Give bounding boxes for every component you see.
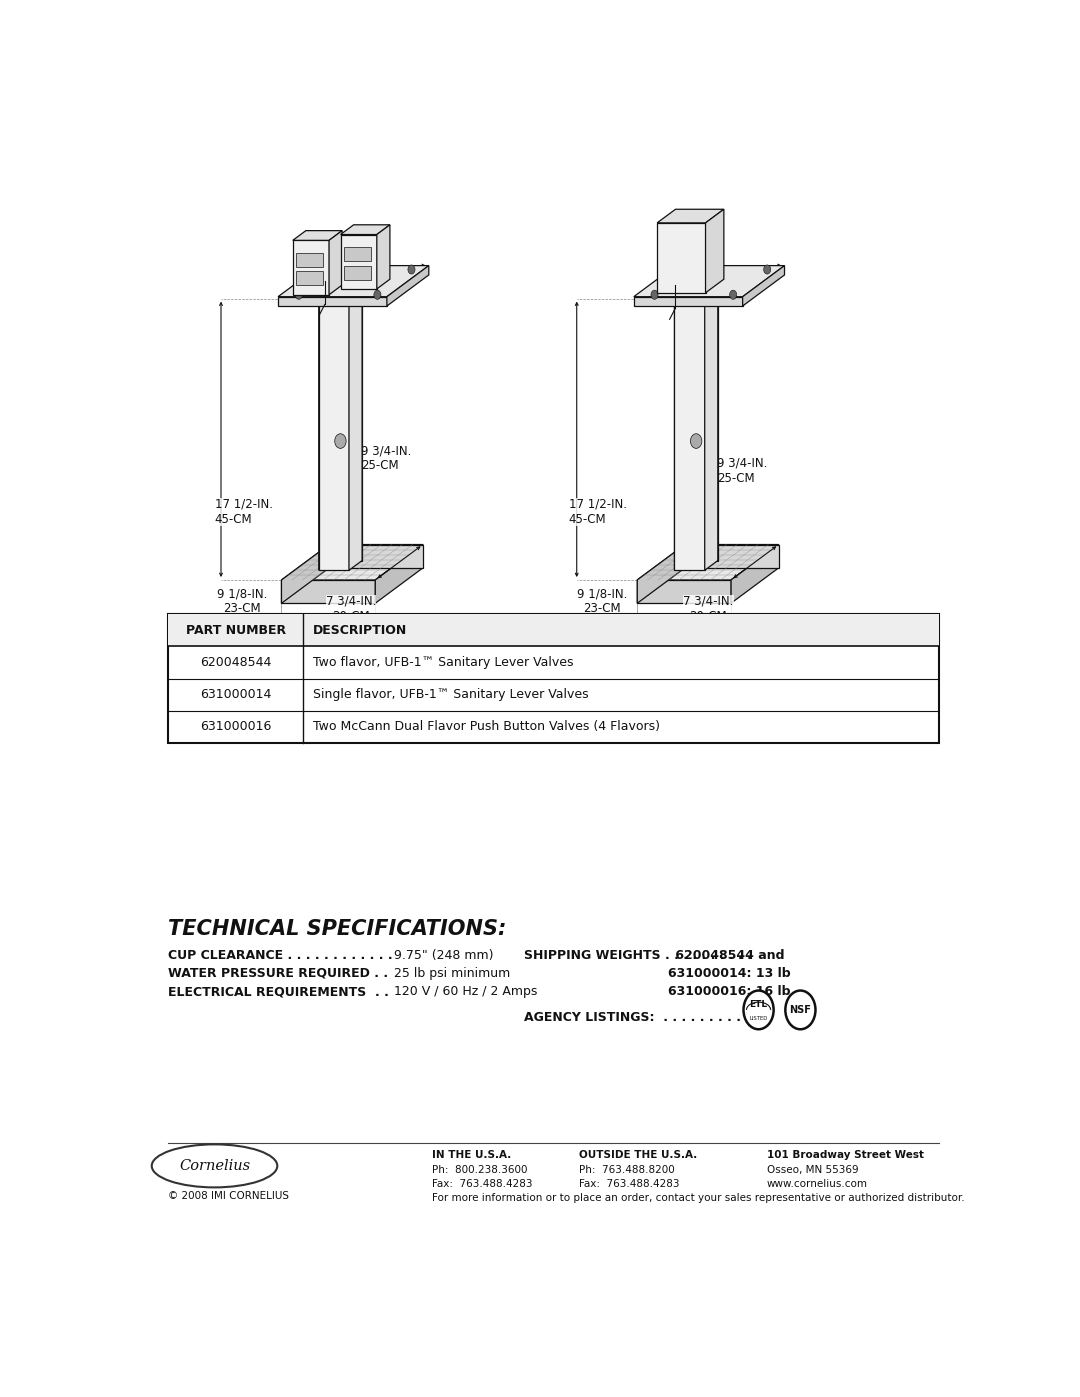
Polygon shape: [634, 296, 743, 306]
Text: ETL: ETL: [750, 1000, 768, 1009]
Polygon shape: [637, 545, 779, 580]
Circle shape: [651, 291, 658, 299]
Polygon shape: [329, 545, 423, 567]
Text: For more information or to place an order, contact your sales representative or : For more information or to place an orde…: [432, 1193, 964, 1203]
Circle shape: [743, 990, 773, 1030]
Circle shape: [408, 265, 415, 274]
Circle shape: [764, 265, 771, 274]
Text: 9 3/4-IN.
25-CM: 9 3/4-IN. 25-CM: [361, 444, 411, 472]
Polygon shape: [293, 240, 329, 295]
Text: WATER PRESSURE REQUIRED . .: WATER PRESSURE REQUIRED . .: [168, 967, 389, 979]
Text: Fax:  763.488.4283: Fax: 763.488.4283: [579, 1179, 679, 1189]
Polygon shape: [700, 218, 716, 292]
Polygon shape: [340, 225, 390, 235]
Text: © 2008 IMI CORNELIUS: © 2008 IMI CORNELIUS: [168, 1192, 289, 1201]
Polygon shape: [319, 289, 362, 298]
FancyBboxPatch shape: [168, 615, 939, 647]
Polygon shape: [679, 218, 716, 279]
Text: Single flavor, UFB-1™ Sanitary Lever Valves: Single flavor, UFB-1™ Sanitary Lever Val…: [313, 689, 589, 701]
Text: 620048544 and: 620048544 and: [671, 949, 784, 961]
Polygon shape: [282, 580, 375, 604]
Circle shape: [785, 990, 815, 1030]
Text: www.cornelius.com: www.cornelius.com: [767, 1179, 868, 1189]
Polygon shape: [329, 231, 342, 295]
Polygon shape: [293, 231, 342, 240]
Text: OUTSIDE THE U.S.A.: OUTSIDE THE U.S.A.: [579, 1150, 697, 1160]
Polygon shape: [387, 265, 429, 306]
Polygon shape: [345, 247, 370, 261]
Polygon shape: [332, 289, 362, 560]
Polygon shape: [340, 235, 377, 289]
Polygon shape: [637, 580, 731, 604]
Text: 9 1/8-IN.
23-CM: 9 1/8-IN. 23-CM: [577, 587, 627, 615]
Polygon shape: [282, 545, 329, 604]
Text: ELECTRICAL REQUIREMENTS  . .: ELECTRICAL REQUIREMENTS . .: [168, 985, 390, 997]
Text: CUP CLEARANCE . . . . . . . . . . . .: CUP CLEARANCE . . . . . . . . . . . .: [168, 949, 393, 961]
Text: 9.75" (248 mm): 9.75" (248 mm): [390, 949, 494, 961]
Text: 631000016: 631000016: [200, 721, 271, 733]
Text: 7 3/4-IN.
20-CM: 7 3/4-IN. 20-CM: [326, 595, 376, 623]
Text: 620048544: 620048544: [200, 657, 271, 669]
Circle shape: [690, 433, 702, 448]
Polygon shape: [688, 289, 718, 560]
Text: DESCRIPTION: DESCRIPTION: [313, 623, 407, 637]
Text: Two McCann Dual Flavor Push Button Valves (4 Flavors): Two McCann Dual Flavor Push Button Valve…: [313, 721, 660, 733]
Text: 120 V / 60 Hz / 2 Amps: 120 V / 60 Hz / 2 Amps: [390, 985, 538, 997]
Polygon shape: [675, 289, 718, 298]
Polygon shape: [705, 289, 718, 570]
Text: PART NUMBER: PART NUMBER: [186, 623, 286, 637]
Text: 9 3/4-IN.
25-CM: 9 3/4-IN. 25-CM: [717, 457, 767, 485]
Text: 9 1/8-IN.
23-CM: 9 1/8-IN. 23-CM: [217, 587, 268, 615]
Polygon shape: [377, 225, 390, 289]
Text: 7 3/4-IN.
20-CM: 7 3/4-IN. 20-CM: [684, 595, 733, 623]
Text: LISTED: LISTED: [750, 1016, 768, 1021]
Polygon shape: [685, 545, 779, 567]
Circle shape: [374, 291, 381, 299]
Polygon shape: [657, 210, 724, 224]
Polygon shape: [743, 265, 784, 306]
Polygon shape: [319, 289, 332, 570]
Polygon shape: [319, 298, 349, 570]
Text: NSF: NSF: [789, 1004, 811, 1014]
Text: Osseo, MN 55369: Osseo, MN 55369: [767, 1165, 859, 1175]
FancyBboxPatch shape: [168, 615, 939, 743]
Polygon shape: [278, 296, 387, 306]
Polygon shape: [375, 545, 423, 604]
Text: 631000014: 631000014: [200, 689, 271, 701]
Text: 101 Broadway Street West: 101 Broadway Street West: [767, 1150, 923, 1160]
Text: 631000016: 16 lb: 631000016: 16 lb: [669, 985, 791, 997]
Polygon shape: [296, 271, 323, 285]
Circle shape: [335, 433, 346, 448]
Text: Two flavor, UFB-1™ Sanitary Lever Valves: Two flavor, UFB-1™ Sanitary Lever Valves: [313, 657, 573, 669]
Polygon shape: [675, 298, 705, 570]
Text: 25 lb psi minimum: 25 lb psi minimum: [390, 967, 511, 979]
Polygon shape: [278, 265, 429, 296]
Text: SHIPPING WEIGHTS . . . . . . . . . .: SHIPPING WEIGHTS . . . . . . . . . .: [524, 949, 752, 961]
Polygon shape: [657, 224, 705, 293]
Text: TECHNICAL SPECIFICATIONS:: TECHNICAL SPECIFICATIONS:: [168, 919, 507, 939]
Polygon shape: [345, 265, 370, 279]
Polygon shape: [637, 545, 685, 604]
Text: Ph:  763.488.8200: Ph: 763.488.8200: [579, 1165, 674, 1175]
Circle shape: [295, 291, 302, 299]
Polygon shape: [296, 253, 323, 267]
Polygon shape: [349, 289, 362, 570]
Polygon shape: [731, 545, 779, 604]
Text: IN THE U.S.A.: IN THE U.S.A.: [432, 1150, 512, 1160]
Text: Fax:  763.488.4283: Fax: 763.488.4283: [432, 1179, 532, 1189]
Text: 17 1/2-IN.
45-CM: 17 1/2-IN. 45-CM: [215, 497, 272, 525]
Circle shape: [730, 291, 737, 299]
Polygon shape: [675, 289, 688, 570]
Polygon shape: [282, 545, 423, 580]
Text: Cornelius: Cornelius: [179, 1160, 251, 1173]
Polygon shape: [705, 210, 724, 293]
Text: AGENCY LISTINGS:  . . . . . . . . . .: AGENCY LISTINGS: . . . . . . . . . .: [524, 1011, 751, 1024]
Text: 17 1/2-IN.
45-CM: 17 1/2-IN. 45-CM: [568, 497, 626, 525]
Text: Ph:  800.238.3600: Ph: 800.238.3600: [432, 1165, 528, 1175]
Polygon shape: [634, 265, 784, 296]
Text: 631000014: 13 lb: 631000014: 13 lb: [669, 967, 791, 979]
